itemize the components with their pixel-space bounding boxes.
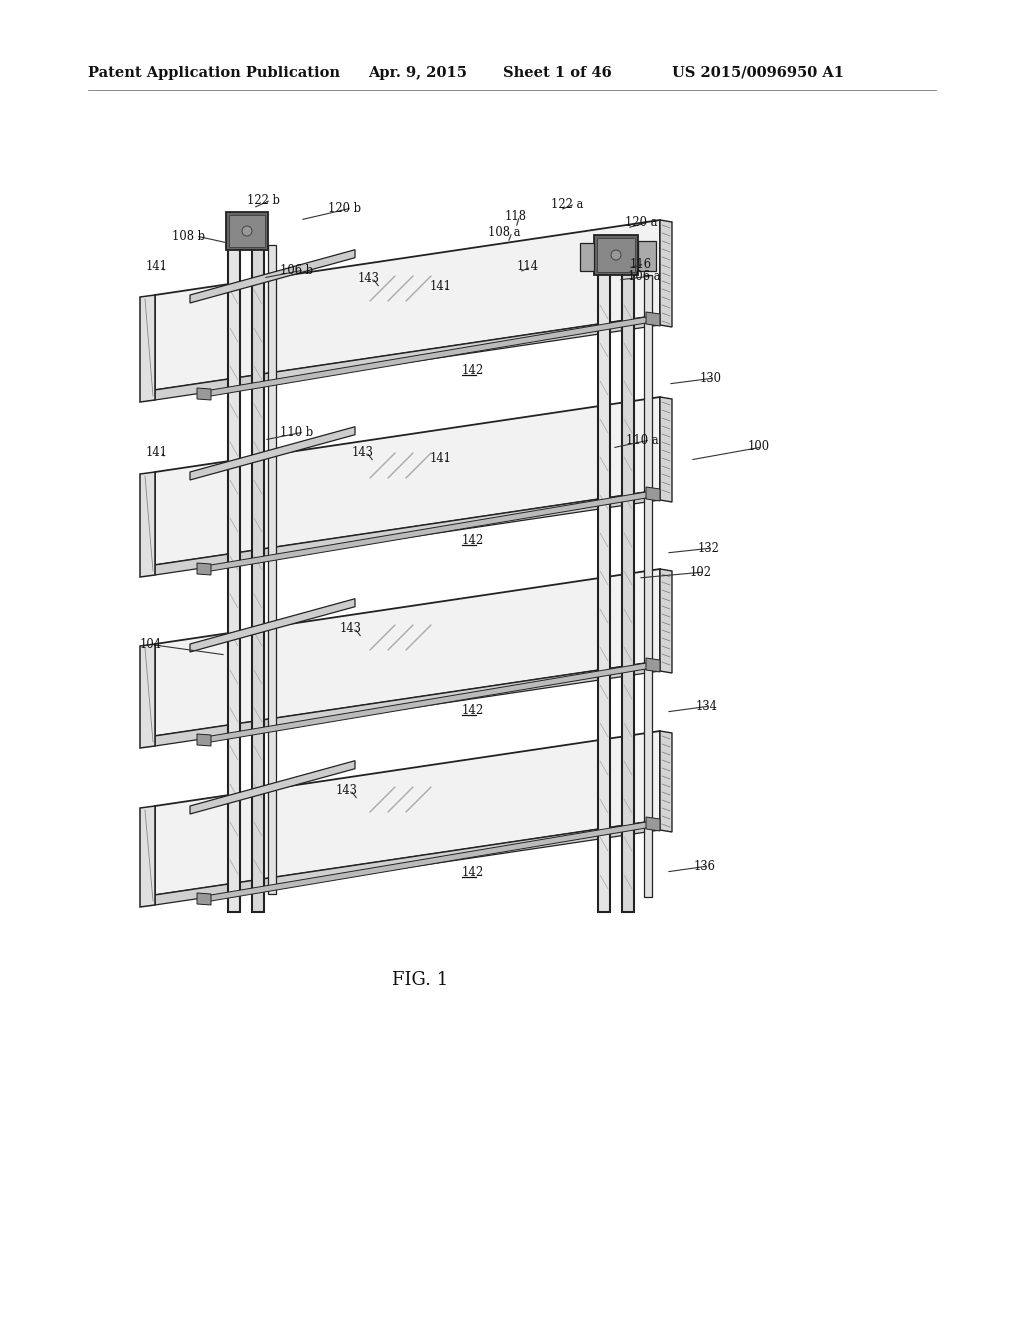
Polygon shape	[580, 243, 594, 271]
Polygon shape	[155, 731, 660, 895]
Text: FIG. 1: FIG. 1	[392, 972, 449, 989]
Polygon shape	[229, 215, 265, 247]
Polygon shape	[268, 246, 276, 894]
Text: 142: 142	[462, 533, 484, 546]
Polygon shape	[226, 213, 268, 249]
Polygon shape	[155, 569, 660, 737]
Circle shape	[611, 249, 621, 260]
Text: 141: 141	[430, 280, 452, 293]
Polygon shape	[660, 397, 672, 502]
Text: 100: 100	[748, 441, 770, 454]
Text: 141: 141	[430, 451, 452, 465]
Text: 120 b: 120 b	[328, 202, 361, 214]
Polygon shape	[622, 246, 634, 912]
Text: 110 b: 110 b	[280, 425, 313, 438]
Polygon shape	[155, 220, 660, 389]
Text: 116: 116	[630, 257, 652, 271]
Polygon shape	[155, 490, 660, 576]
Text: 136: 136	[694, 859, 716, 873]
Polygon shape	[252, 230, 264, 912]
Text: 108 b: 108 b	[172, 230, 205, 243]
Polygon shape	[205, 491, 652, 572]
Circle shape	[242, 226, 252, 236]
Text: 118: 118	[505, 210, 527, 223]
Text: 141: 141	[146, 446, 168, 458]
Text: 143: 143	[352, 446, 374, 458]
Polygon shape	[638, 242, 656, 271]
Polygon shape	[197, 734, 211, 746]
Text: Apr. 9, 2015: Apr. 9, 2015	[368, 66, 467, 81]
Polygon shape	[205, 663, 652, 743]
Text: 102: 102	[690, 565, 712, 578]
Polygon shape	[644, 275, 652, 898]
Polygon shape	[190, 249, 355, 304]
Polygon shape	[140, 294, 155, 403]
Polygon shape	[197, 894, 211, 906]
Polygon shape	[155, 397, 660, 565]
Polygon shape	[190, 599, 355, 652]
Text: 143: 143	[340, 622, 361, 635]
Polygon shape	[228, 230, 240, 912]
Polygon shape	[197, 388, 211, 400]
Polygon shape	[190, 760, 355, 814]
Polygon shape	[594, 235, 638, 275]
Text: 122 a: 122 a	[551, 198, 584, 210]
Text: 141: 141	[146, 260, 168, 272]
Polygon shape	[646, 487, 660, 502]
Polygon shape	[140, 473, 155, 577]
Text: 132: 132	[698, 541, 720, 554]
Polygon shape	[205, 821, 652, 902]
Polygon shape	[646, 312, 660, 326]
Text: 142: 142	[462, 363, 484, 376]
Polygon shape	[190, 426, 355, 480]
Text: 108 a: 108 a	[488, 226, 520, 239]
Text: 134: 134	[696, 700, 718, 713]
Polygon shape	[660, 569, 672, 673]
Polygon shape	[660, 220, 672, 327]
Text: US 2015/0096950 A1: US 2015/0096950 A1	[672, 66, 844, 81]
Polygon shape	[197, 564, 211, 576]
Text: 120 a: 120 a	[625, 215, 657, 228]
Polygon shape	[140, 807, 155, 907]
Text: 130: 130	[700, 371, 722, 384]
Text: 122 b: 122 b	[247, 194, 280, 206]
Text: 143: 143	[336, 784, 357, 796]
Text: 142: 142	[462, 866, 484, 879]
Polygon shape	[155, 820, 660, 906]
Polygon shape	[597, 238, 635, 272]
Text: 104: 104	[140, 639, 162, 652]
Text: 114: 114	[517, 260, 539, 273]
Polygon shape	[205, 315, 652, 397]
Text: Sheet 1 of 46: Sheet 1 of 46	[503, 66, 611, 81]
Text: 106 b: 106 b	[280, 264, 313, 276]
Text: 110 a: 110 a	[626, 433, 658, 446]
Text: 106 a: 106 a	[628, 269, 660, 282]
Polygon shape	[598, 246, 610, 912]
Polygon shape	[646, 817, 660, 832]
Text: 142: 142	[462, 704, 484, 717]
Polygon shape	[660, 731, 672, 832]
Text: Patent Application Publication: Patent Application Publication	[88, 66, 340, 81]
Polygon shape	[140, 644, 155, 748]
Polygon shape	[155, 661, 660, 746]
Text: 143: 143	[358, 272, 380, 285]
Polygon shape	[155, 315, 660, 400]
Polygon shape	[646, 657, 660, 672]
